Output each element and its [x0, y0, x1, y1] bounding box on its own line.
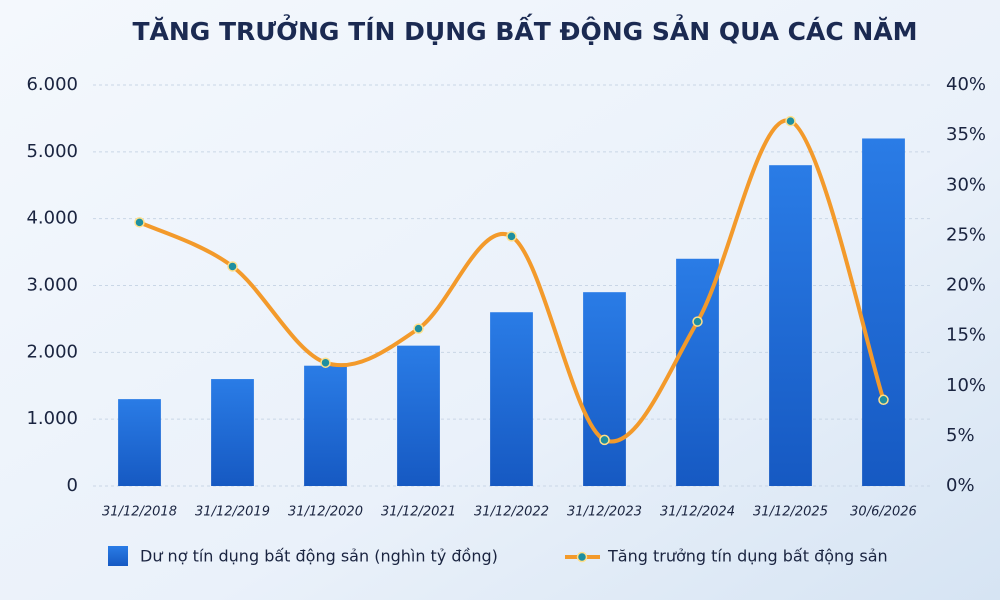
y2-tick-label: 10% — [946, 375, 986, 396]
y2-tick-label: 40% — [946, 74, 986, 95]
y-tick-label: 2.000 — [26, 341, 78, 362]
x-tick-label: 31/12/2025 — [753, 505, 828, 520]
line-marker — [785, 115, 796, 127]
line-marker — [599, 434, 610, 446]
y-tick-label: 6.000 — [26, 74, 78, 95]
x-tick-label: 31/12/2024 — [660, 505, 735, 520]
bar — [304, 365, 347, 486]
y2-tick-label: 30% — [946, 174, 986, 195]
y2-tick-label: 5% — [946, 425, 975, 446]
chart-title: TĂNG TRƯỞNG TÍN DỤNG BẤT ĐỘNG SẢN QUA CÁ… — [132, 13, 917, 46]
x-tick-label: 31/12/2022 — [474, 505, 549, 520]
bar — [676, 258, 719, 486]
bar — [769, 165, 812, 486]
x-tick-label: 31/12/2019 — [195, 505, 270, 520]
line-marker — [692, 316, 703, 327]
y-tick-label: 0 — [67, 475, 78, 496]
y2-tick-label: 35% — [946, 124, 986, 145]
y-tick-label: 3.000 — [26, 275, 78, 296]
bar — [397, 345, 440, 486]
y-tick-label: 1.000 — [26, 408, 78, 429]
line-marker — [878, 394, 889, 406]
bar — [118, 399, 161, 486]
legend-swatch — [108, 546, 128, 566]
x-tick-label: 31/12/2018 — [102, 505, 177, 520]
x-tick-label: 31/12/2021 — [381, 505, 456, 520]
y-tick-label: 4.000 — [26, 208, 78, 229]
bar — [490, 312, 533, 486]
y-tick-label: 5.000 — [26, 141, 78, 162]
x-tick-label: 31/12/2023 — [567, 505, 642, 520]
bar — [211, 379, 254, 486]
legend-label: Tăng trưởng tín dụng bất động sản — [607, 547, 888, 566]
line-marker — [134, 217, 145, 228]
y2-tick-label: 15% — [946, 325, 986, 346]
x-tick-label: 30/6/2026 — [850, 505, 917, 520]
line-marker — [320, 357, 331, 368]
y2-tick-label: 25% — [946, 224, 986, 245]
x-tick-label: 31/12/2020 — [288, 505, 363, 520]
bar — [583, 292, 626, 486]
line-marker — [506, 231, 517, 242]
y2-tick-label: 20% — [946, 275, 986, 296]
legend-marker — [576, 551, 588, 563]
line-marker — [413, 323, 424, 334]
line-marker — [227, 261, 238, 272]
bar — [862, 138, 905, 486]
legend-label: Dư nợ tín dụng bất động sản (nghìn tỷ đồ… — [140, 547, 498, 566]
y2-tick-label: 0% — [946, 475, 975, 496]
